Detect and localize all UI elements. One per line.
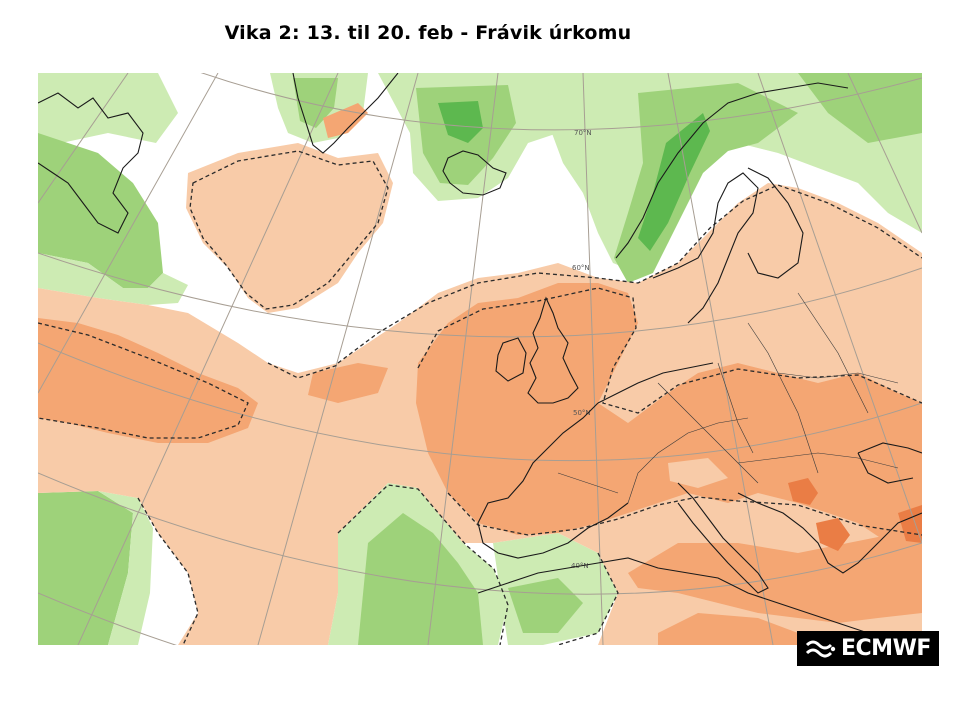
coastline-balkans (737, 492, 922, 574)
contour-atlantic-band (337, 184, 922, 364)
dry-area-alps-light-patch (668, 458, 728, 488)
ecmwf-logo-icon (805, 640, 836, 657)
coastline-italy (677, 482, 769, 594)
meridian-line-a (38, 73, 219, 394)
coastline-labrador (38, 92, 144, 234)
dry-anomaly-areas (38, 103, 922, 645)
wet-anomaly-areas (38, 73, 922, 645)
border-3 (717, 362, 754, 454)
latitude-label-50n: 50°N (573, 409, 591, 417)
coastline-france-spain (477, 402, 629, 559)
coastline-black-sea (857, 442, 922, 484)
border-4 (747, 322, 819, 474)
wet-area-canada-west (38, 133, 163, 288)
border-2 (657, 382, 759, 484)
wet-area-canada-west-halo (38, 253, 188, 305)
dry-area-ionian (658, 613, 838, 645)
dry-area-greenland-east (323, 103, 368, 138)
wet-area-greenland-core (293, 78, 338, 128)
country-borders (557, 292, 899, 504)
coastline-north-africa (477, 557, 922, 645)
wet-area-northeast (798, 73, 922, 143)
latitude-line-60n (38, 252, 922, 338)
latitude-label-70n: 70°N (574, 129, 592, 137)
coastline-sweden-baltic (652, 172, 759, 324)
border-8 (557, 472, 619, 494)
meridian-line-i (38, 73, 129, 204)
meridian-line-h (847, 73, 922, 234)
dry-area-western-europe (416, 283, 922, 543)
coastline-low-countries (597, 362, 714, 404)
meridian-line-c (257, 73, 419, 645)
border-1 (627, 417, 749, 504)
meridian-line-f (667, 73, 774, 645)
wet-area-sw-atlantic-halo (98, 491, 153, 645)
latitude-line-30n (38, 592, 178, 645)
coastline-ireland (495, 337, 527, 382)
wet-area-algeria-medium (508, 578, 583, 633)
wet-area-norway-strong (638, 113, 710, 251)
meridian-line-b (77, 73, 339, 645)
contour-iberia (447, 492, 922, 536)
meridian-line-g (757, 73, 922, 544)
contour-mid-atlantic-west (38, 322, 249, 439)
significance-contours (38, 150, 922, 645)
graticule (38, 73, 922, 645)
coastline-finland (747, 167, 804, 279)
latitude-line-70n (200, 73, 922, 131)
coastline-greenland (292, 73, 399, 154)
contour-north-africa (557, 552, 619, 645)
wet-area-canaries-medium (358, 513, 483, 645)
dry-area-mid-atlantic-west (38, 318, 258, 443)
coastline-norway (615, 82, 849, 259)
ecmwf-logo: ECMWF (797, 631, 939, 666)
wet-area-sw-atlantic (38, 491, 133, 645)
border-5 (797, 292, 869, 414)
latitude-label-60n: 60°N (572, 264, 590, 272)
wet-area-labrador (38, 73, 178, 148)
dry-area-balkans-strong (788, 478, 818, 505)
border-7 (777, 372, 899, 384)
latitude-line-50n (38, 342, 922, 462)
contour-sw-left (137, 497, 199, 645)
dry-area-europe-light-patch (698, 323, 798, 373)
latitude-line-40n (38, 472, 922, 595)
meridian-line-d (427, 73, 499, 645)
precipitation-anomaly-map: 70°N 60°N 50°N 40°N (38, 73, 922, 645)
ecmwf-logo-text: ECMWF (841, 636, 931, 661)
coastline-great-britain (527, 296, 579, 404)
border-6 (737, 452, 899, 469)
slide-title: Vika 2: 13. til 20. feb - Frávik úrkomu (224, 22, 632, 44)
dry-area-greece-strong (816, 518, 850, 551)
meridian-line-e (582, 73, 604, 645)
coastlines (38, 73, 922, 645)
coastline-iceland (442, 150, 507, 196)
wet-area-iceland-strong (438, 101, 483, 143)
dry-area-central-atlantic (186, 143, 393, 313)
